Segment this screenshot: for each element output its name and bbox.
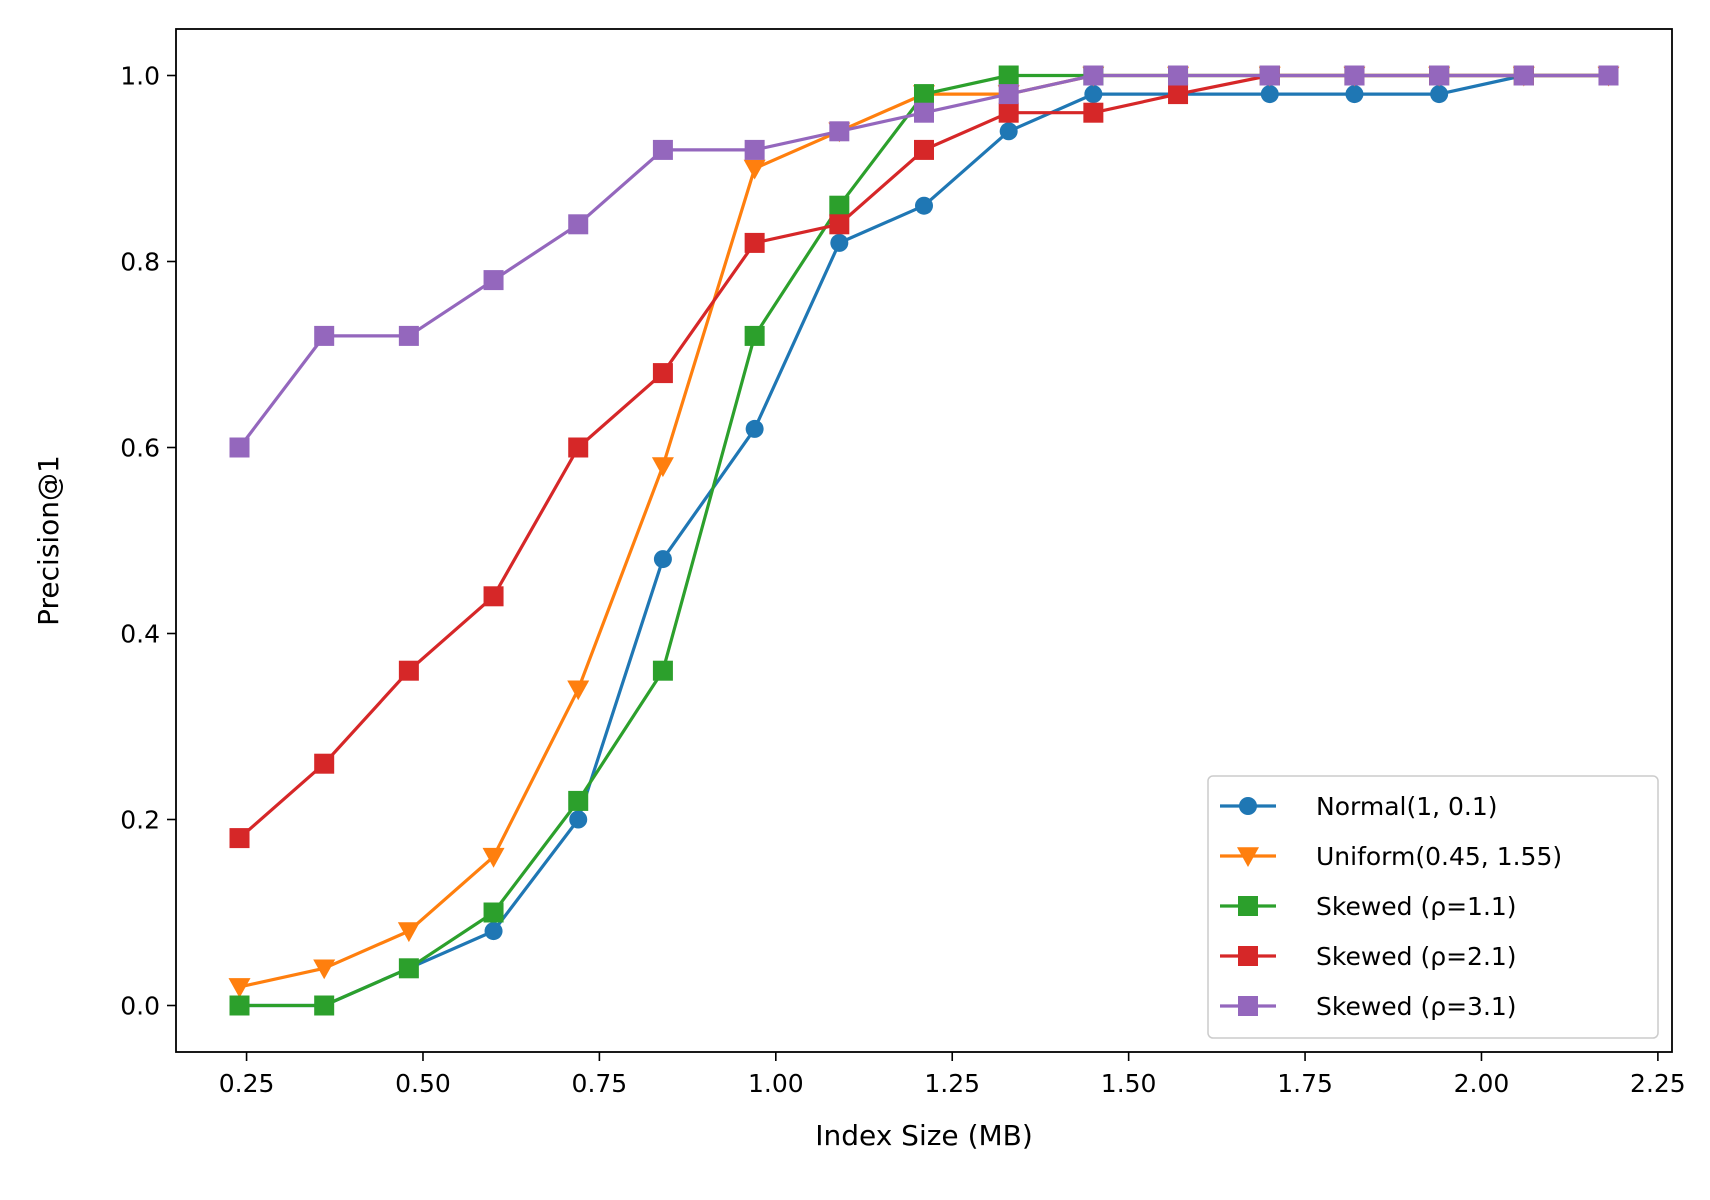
series-2-point-1 [314, 995, 335, 1016]
series-1-point-0 [228, 978, 251, 998]
series-0-point-5 [653, 550, 672, 569]
series-4 [229, 65, 1619, 458]
series-4-point-13 [1344, 65, 1365, 86]
series-0-point-8 [915, 196, 933, 215]
y-tick-label-1: 0.2 [120, 806, 160, 835]
x-axis-title: Index Size (MB) [815, 1119, 1033, 1152]
x-tick-label-0: 0.25 [219, 1069, 275, 1098]
series-0-point-4 [569, 810, 588, 829]
x-axis: 0.25 0.50 0.75 1.00 1.25 1.50 1.75 2.00 2.25 [219, 1052, 1686, 1098]
series-3-point-5 [652, 363, 673, 384]
legend-marker-2 [1238, 896, 1258, 916]
x-tick-label-7: 2.00 [1454, 1069, 1510, 1098]
series-2-point-3 [483, 902, 504, 923]
series-0-point-12 [1260, 85, 1279, 104]
x-tick-label-5: 1.50 [1101, 1069, 1157, 1098]
x-tick-label-2: 0.75 [572, 1069, 628, 1098]
series-0-point-7 [830, 233, 849, 252]
legend-label-1: Uniform(0.45, 1.55) [1316, 842, 1562, 871]
series-0-point-10 [1084, 85, 1103, 104]
series-1-point-6 [743, 159, 766, 180]
series-3-point-2 [398, 660, 419, 681]
series-0-point-6 [745, 419, 764, 438]
series-2-point-9 [998, 65, 1019, 86]
series-3-point-9 [998, 102, 1019, 123]
legend-label-0: Normal(1, 0.1) [1316, 792, 1498, 821]
series-0-point-14 [1430, 85, 1449, 104]
series-2-point-4 [568, 790, 589, 811]
series-4-point-2 [398, 325, 419, 346]
series-3-point-6 [744, 232, 765, 253]
series-2-point-0 [229, 995, 250, 1016]
series-4-point-11 [1168, 65, 1189, 86]
series-4-point-3 [483, 270, 504, 291]
series-2-point-8 [914, 84, 934, 105]
series-0-point-3 [484, 922, 503, 941]
series-4-point-12 [1259, 65, 1280, 86]
legend-marker-0 [1239, 797, 1257, 815]
series-4-point-4 [568, 214, 589, 235]
series-4-point-0 [229, 437, 250, 458]
x-tick-label-3: 1.00 [748, 1069, 804, 1098]
legend-marker-3 [1238, 946, 1258, 966]
series-1-point-5 [651, 457, 674, 478]
series-4-point-16 [1598, 65, 1619, 86]
legend: Normal(1, 0.1) Uniform(0.45, 1.55) Skewed … [1207, 775, 1659, 1039]
series-4-point-1 [314, 325, 335, 346]
series-3-point-8 [914, 139, 934, 160]
x-tick-label-8: 2.25 [1630, 1069, 1686, 1098]
series-3-point-3 [483, 586, 504, 607]
x-tick-label-6: 1.75 [1277, 1069, 1333, 1098]
series-3-point-11 [1168, 84, 1189, 105]
y-tick-label-4: 0.8 [120, 248, 160, 277]
y-axis-title: Precision@1 [32, 455, 65, 626]
series-layer [228, 65, 1620, 1016]
legend-label-2: Skewed (ρ=1.1) [1316, 892, 1517, 921]
legend-marker-4 [1238, 996, 1258, 1016]
legend-entry-1: Uniform(0.45, 1.55) [1220, 842, 1562, 871]
plot-frame [175, 28, 1673, 1053]
series-1-point-4 [567, 680, 590, 701]
series-3-point-10 [1083, 102, 1104, 123]
series-1-point-3 [482, 847, 505, 868]
series-3-point-4 [568, 437, 589, 458]
series-0-point-9 [999, 122, 1018, 141]
series-2-point-7 [829, 195, 850, 216]
series-3-point-7 [829, 214, 850, 235]
series-1-point-2 [397, 922, 420, 943]
y-tick-label-0: 0.0 [120, 992, 160, 1021]
series-4-point-15 [1513, 65, 1534, 86]
series-4-point-7 [829, 121, 850, 142]
series-4-point-14 [1429, 65, 1450, 86]
legend-entry-2: Skewed (ρ=1.1) [1220, 892, 1517, 921]
series-0-point-13 [1345, 85, 1364, 104]
y-axis: 0.0 0.2 0.4 0.6 0.8 1.0 [120, 62, 176, 1021]
x-tick-label-1: 0.50 [395, 1069, 451, 1098]
legend-entry-0: Normal(1, 0.1) [1220, 792, 1498, 821]
legend-marker-1 [1237, 847, 1259, 867]
series-1-point-1 [313, 959, 336, 980]
legend-label-3: Skewed (ρ=2.1) [1316, 942, 1517, 971]
y-tick-label-2: 0.4 [120, 620, 160, 649]
x-tick-label-4: 1.25 [924, 1069, 980, 1098]
series-2-point-6 [744, 325, 765, 346]
series-4-point-9 [998, 84, 1019, 105]
y-tick-label-5: 1.0 [120, 62, 160, 91]
series-2-point-5 [652, 660, 673, 681]
series-4-point-6 [744, 139, 765, 160]
legend-box [1207, 775, 1659, 1039]
series-2-point-2 [398, 958, 419, 979]
series-4-point-8 [914, 102, 934, 123]
series-4-point-5 [652, 139, 673, 160]
series-3-point-1 [314, 753, 335, 774]
legend-label-4: Skewed (ρ=3.1) [1316, 992, 1517, 1021]
y-tick-label-3: 0.6 [120, 434, 160, 463]
legend-entry-4: Skewed (ρ=3.1) [1220, 992, 1517, 1021]
series-4-point-10 [1083, 65, 1104, 86]
legend-entry-3: Skewed (ρ=2.1) [1220, 942, 1517, 971]
series-3-point-0 [229, 828, 250, 849]
